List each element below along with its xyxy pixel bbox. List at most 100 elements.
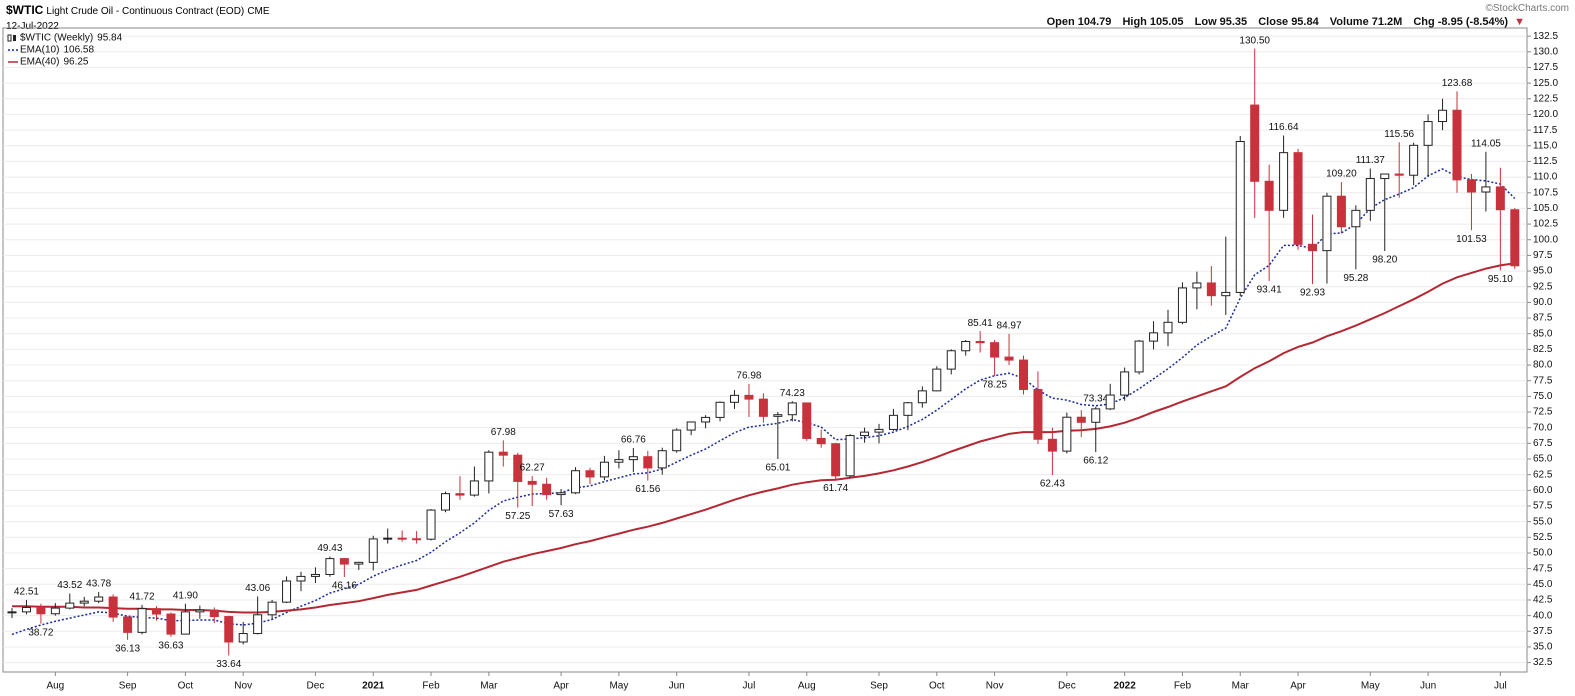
date: 12-Jul-2022: [6, 21, 59, 32]
candle-body: [1409, 144, 1419, 176]
low-label: 62.43: [1040, 479, 1065, 490]
high-label: 74.23: [780, 388, 805, 399]
candle-body: [469, 480, 479, 496]
y-tick-label: 117.5: [1533, 125, 1558, 136]
credit: ©StockCharts.com: [1485, 3, 1569, 14]
legend-label: $WTIC (Weekly): [20, 33, 93, 44]
y-tick-label: 72.5: [1533, 407, 1553, 418]
candle-body: [527, 480, 537, 485]
quote-value: -8.95 (-8.54%): [1437, 16, 1509, 28]
low-label: 46.16: [332, 581, 357, 592]
y-tick-label: 55.0: [1533, 516, 1553, 527]
quote-label: Low: [1194, 16, 1217, 28]
ema-line: [12, 262, 1515, 614]
low-label: 61.56: [635, 484, 660, 495]
x-tick-label: Apr: [1290, 681, 1306, 692]
low-label: 101.53: [1456, 234, 1487, 245]
quote-value: 104.79: [1077, 16, 1112, 28]
x-tick-label: Mar: [1232, 681, 1250, 692]
candle-body: [571, 470, 581, 494]
y-tick-label: 132.5: [1533, 31, 1558, 42]
y-tick-label: 57.5: [1533, 501, 1553, 512]
x-tick-label: Nov: [234, 681, 252, 692]
y-tick-label: 42.5: [1533, 595, 1553, 606]
candle-body: [1091, 408, 1101, 423]
candle-body: [1206, 282, 1216, 297]
plot-frame: [2, 27, 1528, 673]
high-label: 116.64: [1269, 122, 1299, 133]
candle-body: [614, 459, 624, 463]
low-label: 95.28: [1343, 273, 1368, 284]
quote-value: 71.2M: [1371, 16, 1403, 28]
y-tick-label: 85.0: [1533, 328, 1553, 339]
x-tick-label: Aug: [798, 681, 816, 692]
candle-body: [1250, 104, 1260, 182]
y-tick-label: 102.5: [1533, 219, 1558, 230]
low-label: 98.20: [1372, 255, 1397, 266]
high-label: 67.98: [491, 427, 516, 438]
candle-body: [1466, 179, 1476, 193]
low-label: 66.12: [1083, 456, 1108, 467]
candle-body: [513, 454, 523, 482]
low-label: 57.63: [549, 509, 574, 520]
exchange: CME: [247, 6, 270, 17]
candle-body: [1279, 152, 1289, 211]
candle-body: [643, 456, 653, 469]
low-label: 78.25: [982, 380, 1007, 391]
candle-body: [1192, 282, 1202, 289]
candle-body: [657, 450, 667, 469]
candle-body: [628, 456, 638, 461]
y-tick-label: 80.0: [1533, 360, 1553, 371]
candle-body: [166, 613, 176, 635]
y-tick-label: 125.0: [1533, 78, 1558, 89]
candle-body: [498, 451, 508, 456]
y-tick-label: 120.0: [1533, 109, 1558, 120]
candle-body: [7, 611, 17, 614]
x-tick-label: 2022: [1114, 681, 1137, 692]
candle-body: [1336, 195, 1346, 228]
low-label: 65.01: [765, 463, 790, 474]
candle-body: [686, 421, 696, 431]
y-tick-label: 115.0: [1533, 140, 1558, 151]
y-tick-label: 50.0: [1533, 548, 1553, 559]
candle-body: [50, 607, 60, 615]
candle-body: [903, 402, 913, 416]
candle-body: [209, 609, 219, 618]
candle-body: [1394, 173, 1404, 176]
y-tick-label: 40.0: [1533, 610, 1553, 621]
legend-icon: [13, 35, 16, 41]
candle-body: [758, 398, 768, 417]
y-tick-label: 70.0: [1533, 422, 1553, 433]
y-tick-label: 52.5: [1533, 532, 1553, 543]
candle-body: [253, 614, 263, 635]
legend-icon: [7, 34, 12, 42]
candle-body: [180, 611, 190, 635]
x-tick-label: Apr: [553, 681, 569, 692]
y-tick-label: 77.5: [1533, 375, 1553, 386]
candle-body: [1149, 332, 1159, 342]
candle-body: [585, 470, 595, 478]
candle-body: [152, 608, 161, 615]
high-label: 84.97: [997, 321, 1022, 332]
x-tick-label: 2021: [362, 681, 385, 692]
low-label: 57.25: [505, 511, 530, 522]
low-label: 93.41: [1257, 285, 1282, 296]
candle-body: [917, 390, 927, 404]
candle-body: [1510, 209, 1520, 267]
high-label: 85.41: [968, 318, 993, 329]
high-label: 123.68: [1442, 78, 1473, 89]
candle-body: [1322, 195, 1332, 252]
ema-line: [11, 168, 1516, 636]
x-tick-label: Oct: [929, 681, 945, 692]
y-tick-label: 75.0: [1533, 391, 1553, 402]
y-tick-label: 97.5: [1533, 250, 1553, 261]
x-tick-label: May: [609, 681, 628, 692]
candle-body: [282, 580, 292, 603]
quote-label: High: [1122, 16, 1147, 28]
y-tick-label: 35.0: [1533, 642, 1553, 653]
y-tick-label: 92.5: [1533, 281, 1553, 292]
y-tick-label: 65.0: [1533, 454, 1553, 465]
low-label: 95.10: [1488, 274, 1513, 285]
y-tick-label: 32.5: [1533, 657, 1553, 668]
